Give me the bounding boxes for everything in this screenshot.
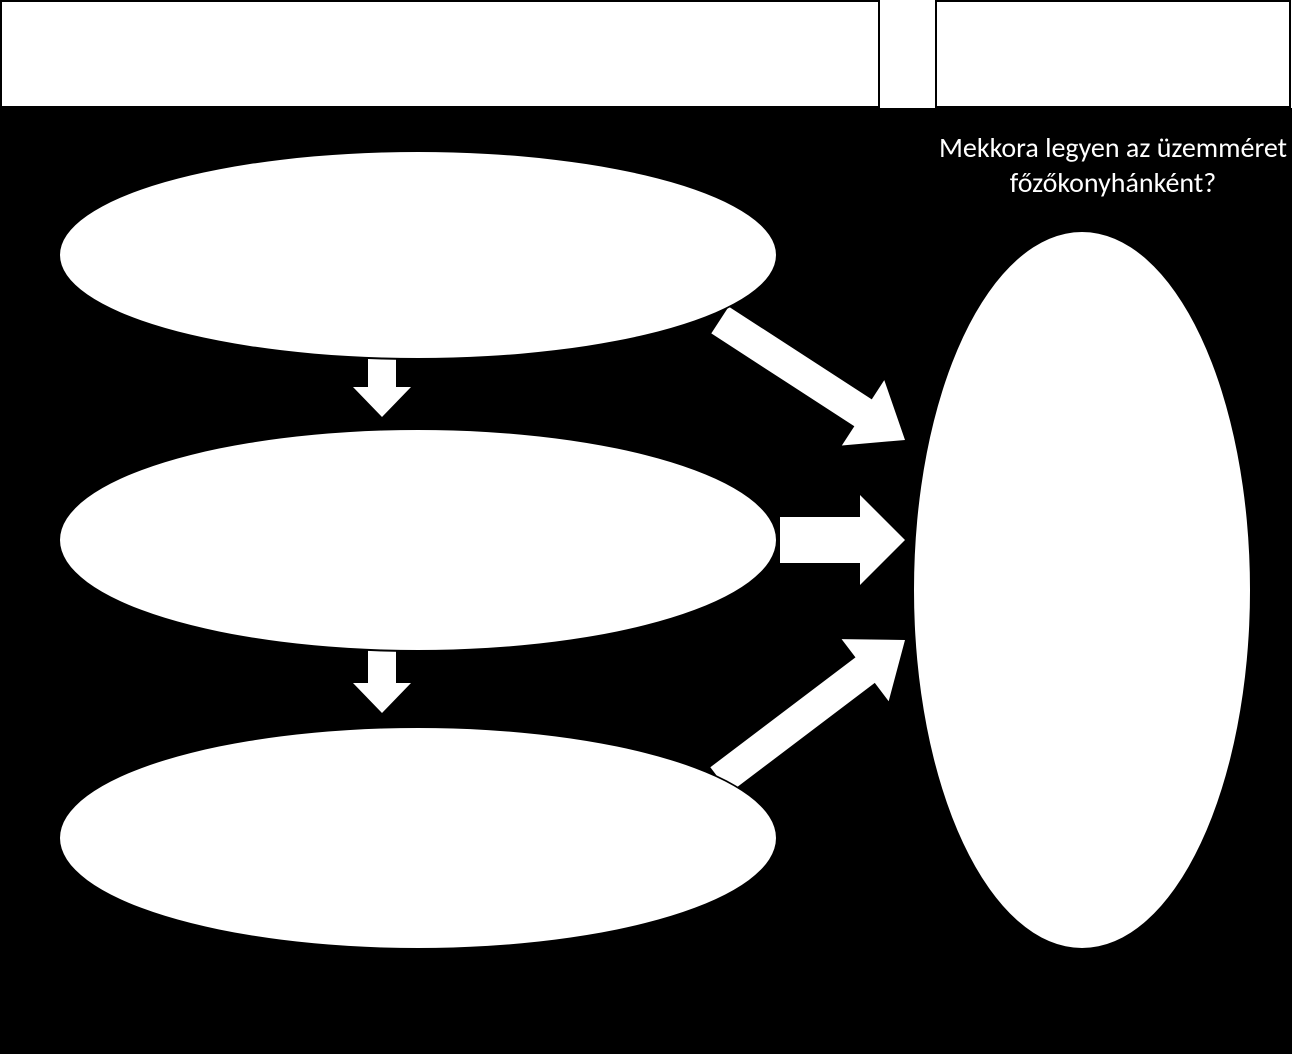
left-ellipse-2 — [58, 428, 778, 652]
left-ellipse-1 — [58, 150, 778, 360]
diagram-canvas: Mekkora legyen az üzemméret főzőkonyhánk… — [0, 0, 1292, 1054]
right-question-text: Mekkora legyen az üzemméret főzőkonyhánk… — [935, 130, 1291, 200]
right-ellipse — [912, 230, 1252, 950]
header-left-box — [0, 0, 880, 108]
header-right-box — [935, 0, 1291, 108]
left-ellipse-3 — [58, 726, 778, 950]
